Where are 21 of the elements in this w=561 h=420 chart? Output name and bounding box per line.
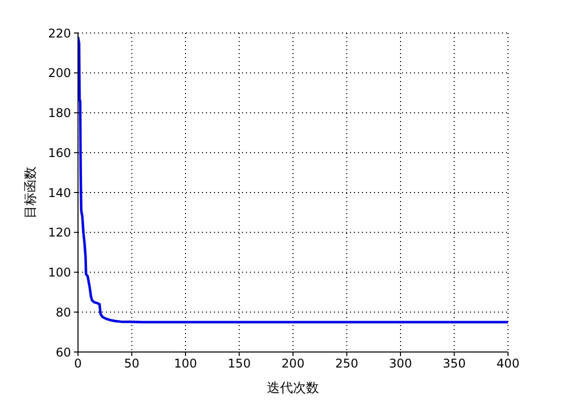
x-tick-label: 50 [124, 356, 140, 371]
y-axis-title: 目标函数 [24, 166, 39, 218]
y-tick-label: 100 [48, 266, 71, 280]
x-tick-label: 300 [389, 356, 412, 371]
line-series [78, 36, 508, 324]
y-tick-label: 200 [48, 66, 71, 80]
x-tick-label: 200 [282, 356, 304, 371]
y-tick-label: 60 [56, 345, 71, 360]
y-tick-label: 120 [48, 226, 71, 240]
y-tick-label: 160 [48, 146, 71, 160]
x-axis-title: 迭代次数 [267, 381, 319, 396]
y-tick-label: 220 [48, 26, 71, 40]
x-tick-label: 150 [228, 356, 251, 371]
y-tick-label: 180 [48, 106, 71, 120]
y-tick-label: 140 [48, 186, 71, 200]
y-tick-label: 80 [56, 305, 71, 320]
x-tick-label: 100 [174, 356, 197, 371]
x-tick-label: 350 [442, 356, 466, 371]
x-tick-label: 0 [74, 356, 82, 371]
x-tick-label: 250 [335, 356, 358, 371]
x-tick-label: 400 [496, 356, 520, 371]
